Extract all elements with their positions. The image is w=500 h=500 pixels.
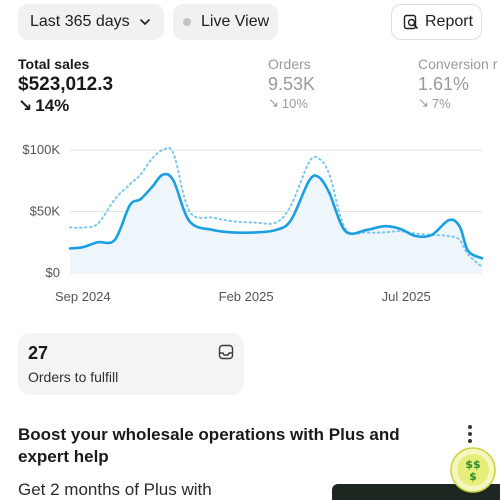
metric-delta-value: 10% xyxy=(281,95,308,111)
metric-label: Conversion r xyxy=(418,56,498,72)
live-view-label: Live View xyxy=(201,13,270,30)
fulfill-label: Orders to fulfill xyxy=(28,369,119,385)
metric-value: 9.53K xyxy=(268,74,316,94)
report-search-icon xyxy=(403,14,418,30)
metric-delta-value: 7% xyxy=(431,95,451,111)
y-tick-label: $50K xyxy=(30,204,61,219)
orders-to-fulfill-card[interactable]: 27 Orders to fulfill xyxy=(18,333,244,395)
arrow-down-right-icon: ↘ xyxy=(268,95,279,110)
top-toolbar: Last 365 days Live View Report xyxy=(0,4,500,42)
svg-text:$$: $$ xyxy=(465,458,480,471)
live-view-button[interactable]: Live View xyxy=(173,4,278,40)
metric-label: Total sales xyxy=(18,56,90,72)
metric-delta: ↘ 10% xyxy=(268,95,315,111)
inbox-icon xyxy=(218,344,234,360)
series-area xyxy=(70,174,482,273)
dollar-badge-icon: $$ $ xyxy=(450,447,496,493)
metric-total-sales[interactable]: Total sales $523,012.3 ↘ 14% xyxy=(18,56,113,116)
promo-image xyxy=(332,484,500,500)
svg-text:$: $ xyxy=(469,470,477,483)
more-vertical-icon[interactable] xyxy=(465,425,475,445)
fulfill-count: 27 xyxy=(28,343,49,363)
date-range-button[interactable]: Last 365 days xyxy=(18,4,164,40)
metric-orders[interactable]: Orders 9.53K ↘ 10% xyxy=(268,56,315,111)
arrow-down-right-icon: ↘ xyxy=(418,95,429,110)
report-button[interactable]: Report xyxy=(391,4,482,40)
metric-value: $523,012.3 xyxy=(18,74,114,95)
metric-delta: ↘ 7% xyxy=(418,95,497,111)
y-tick-label: $0 xyxy=(46,265,60,280)
y-tick-label: $100K xyxy=(22,142,60,157)
status-dot-icon xyxy=(183,18,191,26)
date-range-label: Last 365 days xyxy=(30,13,130,30)
x-tick-label: Sep 2024 xyxy=(55,289,111,304)
x-tick-label: Jul 2025 xyxy=(382,289,431,304)
x-tick-label: Feb 2025 xyxy=(219,289,274,304)
promo-title: Boost your wholesale operations with Plu… xyxy=(18,425,400,466)
sales-line-chart: $0 $50K $100K Sep 2024 Feb 2025 Jul 2025 xyxy=(22,142,484,304)
metric-delta-value: 14% xyxy=(35,96,70,115)
chevron-down-icon xyxy=(139,19,150,25)
series-line-comparison xyxy=(69,146,483,268)
metric-value: 1.61% xyxy=(418,74,470,94)
metric-conversion[interactable]: Conversion r 1.61% ↘ 7% xyxy=(418,56,497,111)
metric-label: Orders xyxy=(268,56,311,72)
report-label: Report xyxy=(425,13,474,30)
promo-body: Get 2 months of Plus with xyxy=(18,480,212,499)
arrow-down-right-icon: ↘ xyxy=(18,96,33,115)
series-line-current xyxy=(68,172,484,260)
metric-delta: ↘ 14% xyxy=(18,96,113,116)
